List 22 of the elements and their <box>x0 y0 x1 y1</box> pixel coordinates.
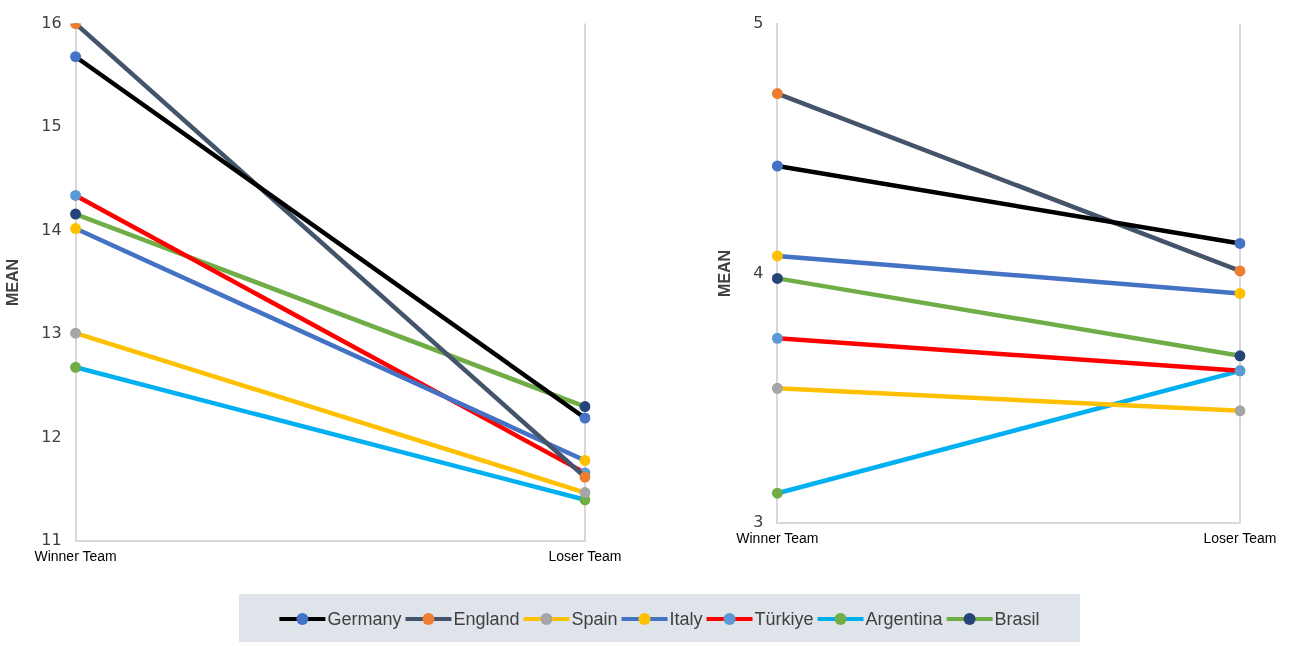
y-tick-label: 11 <box>41 530 62 550</box>
y-tick-label: 4 <box>753 262 764 282</box>
y-tick-label: 16 <box>41 12 62 32</box>
legend-label: Türkiye <box>754 608 814 629</box>
y-tick-label: 15 <box>41 116 62 136</box>
x-tick-label: Loser Team <box>548 548 622 565</box>
x-tick-label: Winner Team <box>34 548 117 565</box>
legend-label: Italy <box>669 608 703 629</box>
legend-label: Brasil <box>994 608 1040 629</box>
y-axis-title: MEAN <box>4 258 22 306</box>
legend-label: Germany <box>327 608 402 629</box>
legend-label: England <box>453 608 520 629</box>
y-tick-label: 5 <box>753 12 764 32</box>
x-tick-label: Loser Team <box>1203 530 1277 547</box>
y-tick-label: 14 <box>41 219 62 239</box>
x-tick-label: Winner Team <box>736 530 819 547</box>
legend-label: Spain <box>571 608 618 629</box>
y-tick-label: 12 <box>41 426 62 446</box>
y-axis-title: MEAN <box>716 249 734 297</box>
legend-label: Argentina <box>865 608 944 629</box>
y-tick-label: 3 <box>753 512 764 532</box>
y-tick-label: 13 <box>41 323 62 343</box>
